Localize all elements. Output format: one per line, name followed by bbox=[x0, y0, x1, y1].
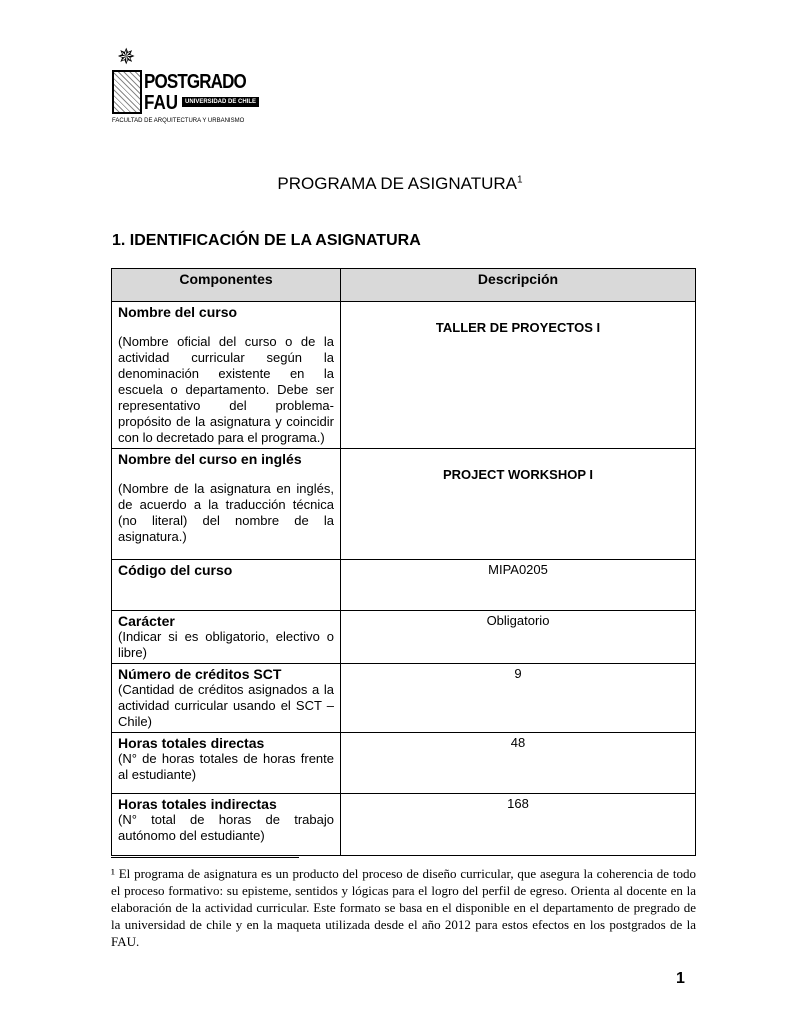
page-title: PROGRAMA DE ASIGNATURA1 bbox=[0, 174, 800, 194]
table-row: Horas totales indirectas (N° total de hor… bbox=[111, 793, 696, 856]
description-cell: Obligatorio bbox=[340, 610, 696, 664]
description-value: MIPA0205 bbox=[488, 562, 548, 577]
description-value: 168 bbox=[507, 796, 529, 811]
description-cell: 48 bbox=[340, 732, 696, 794]
title-text: PROGRAMA DE ASIGNATURA bbox=[277, 174, 518, 193]
component-description: (N° de horas totales de horas frente al … bbox=[118, 751, 334, 782]
component-label: Código del curso bbox=[118, 562, 233, 578]
star-emblem-icon: ✵ bbox=[117, 44, 136, 69]
component-cell: Número de créditos SCT (Cantidad de crédi… bbox=[111, 663, 341, 733]
header-description: Descripción bbox=[340, 268, 696, 302]
university-shield-icon bbox=[112, 70, 142, 114]
description-value: PROJECT WORKSHOP I bbox=[442, 467, 593, 482]
component-label: Horas totales indirectas bbox=[118, 796, 277, 812]
component-label: Carácter bbox=[118, 613, 175, 629]
description-value: 9 bbox=[514, 666, 522, 681]
footnote: ¹ El programa de asignatura es un produc… bbox=[111, 866, 696, 949]
table-row: Carácter (Indicar si es obligatorio, elec… bbox=[111, 610, 696, 664]
footnote-divider bbox=[111, 857, 299, 858]
page-number: 1 bbox=[676, 970, 685, 987]
description-cell: 168 bbox=[340, 793, 696, 856]
description-value: 48 bbox=[510, 735, 526, 750]
component-cell: Código del curso bbox=[111, 559, 341, 611]
description-cell: MIPA0205 bbox=[340, 559, 696, 611]
logo-sub: FAU bbox=[144, 92, 178, 114]
logo-faculty: FACULTAD DE ARQUITECTURA Y URBANISMO bbox=[112, 118, 245, 124]
postgrado-fau-logo: ✵ POSTGRADO FAU UNIVERSIDAD DE CHILE FAC… bbox=[112, 44, 260, 128]
description-cell: TALLER DE PROYECTOS I bbox=[340, 301, 696, 449]
component-label: Nombre del curso bbox=[118, 304, 238, 320]
component-cell: Horas totales indirectas (N° total de hor… bbox=[111, 793, 341, 856]
table-header: Componentes Descripción bbox=[111, 268, 696, 302]
description-cell: 9 bbox=[340, 663, 696, 733]
table-row: Número de créditos SCT (Cantidad de crédi… bbox=[111, 663, 696, 733]
section-heading: 1. IDENTIFICACIÓN DE LA ASIGNATURA bbox=[112, 232, 421, 249]
description-value: TALLER DE PROYECTOS I bbox=[435, 320, 601, 335]
component-cell: Horas totales directas (N° de horas total… bbox=[111, 732, 341, 794]
description-value: Obligatorio bbox=[486, 613, 550, 628]
table-row: Nombre del curso en inglés (Nombre de la … bbox=[111, 448, 696, 560]
header-components: Componentes bbox=[111, 268, 341, 302]
logo-main: POSTGRADO bbox=[144, 71, 247, 93]
table-row: Horas totales directas (N° de horas total… bbox=[111, 732, 696, 794]
component-label: Horas totales directas bbox=[118, 735, 265, 751]
table-row: Nombre del curso (Nombre oficial del curs… bbox=[111, 301, 696, 449]
component-description: (Indicar si es obligatorio, electivo o l… bbox=[118, 629, 334, 660]
component-label: Número de créditos SCT bbox=[118, 666, 282, 682]
footnote-ref: 1 bbox=[517, 174, 523, 186]
component-cell: Carácter (Indicar si es obligatorio, elec… bbox=[111, 610, 341, 664]
component-description: (Nombre oficial del curso o de la activi… bbox=[118, 334, 334, 445]
component-cell: Nombre del curso en inglés (Nombre de la … bbox=[111, 448, 341, 560]
identification-table: Componentes Descripción Nombre del curso… bbox=[111, 268, 696, 856]
component-label: Nombre del curso en inglés bbox=[118, 451, 302, 467]
component-description: (N° total de horas de trabajo autónomo d… bbox=[118, 812, 334, 843]
component-cell: Nombre del curso (Nombre oficial del curs… bbox=[111, 301, 341, 449]
component-description: (Nombre de la asignatura en inglés, de a… bbox=[118, 481, 334, 544]
table-row: Código del curso MIPA0205 bbox=[111, 559, 696, 611]
component-description: (Cantidad de créditos asignados a la act… bbox=[118, 682, 334, 729]
description-cell: PROJECT WORKSHOP I bbox=[340, 448, 696, 560]
logo-badge: UNIVERSIDAD DE CHILE bbox=[182, 97, 260, 107]
